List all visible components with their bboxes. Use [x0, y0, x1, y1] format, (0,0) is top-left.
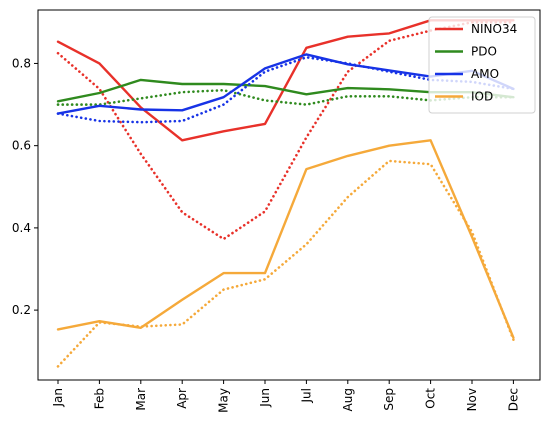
legend-label: AMO — [471, 67, 499, 81]
legend-label: IOD — [471, 90, 493, 104]
y-tick-label: 0.2 — [12, 303, 31, 317]
y-tick-label: 0.6 — [12, 139, 31, 153]
x-tick-label: Jun — [258, 388, 272, 408]
nino34-dotted-line — [56, 20, 515, 241]
x-tick-label: Sep — [382, 388, 396, 411]
legend-label: NINO34 — [471, 22, 517, 36]
x-tick-label: Apr — [175, 388, 189, 409]
x-tick-label: Jan — [51, 388, 65, 408]
legend-label: PDO — [471, 45, 497, 59]
x-tick-label: Nov — [465, 388, 479, 411]
x-axis: Jan Feb Mar Apr May Jun Jul Aug Sep Oct Nov Dec — [51, 380, 520, 413]
x-tick-label: Aug — [341, 388, 355, 411]
legend-box — [428, 16, 536, 114]
x-tick-label: Jul — [299, 388, 313, 403]
y-tick-label: 0.8 — [12, 56, 31, 70]
y-axis: 0.2 0.4 0.6 0.8 — [12, 56, 38, 317]
x-tick-label: Dec — [506, 388, 520, 411]
x-tick-label: Oct — [424, 388, 438, 409]
x-tick-label: Feb — [92, 388, 106, 409]
iod-dotted-line — [56, 159, 515, 368]
x-tick-label: May — [217, 388, 231, 413]
legend: NINO34 PDO AMO IOD — [428, 16, 536, 114]
iod-line — [56, 139, 515, 339]
plot-frame — [37, 9, 541, 381]
x-tick-label: Mar — [134, 388, 148, 411]
y-tick-label: 0.4 — [12, 221, 31, 235]
pdo-dotted-line — [56, 88, 515, 106]
